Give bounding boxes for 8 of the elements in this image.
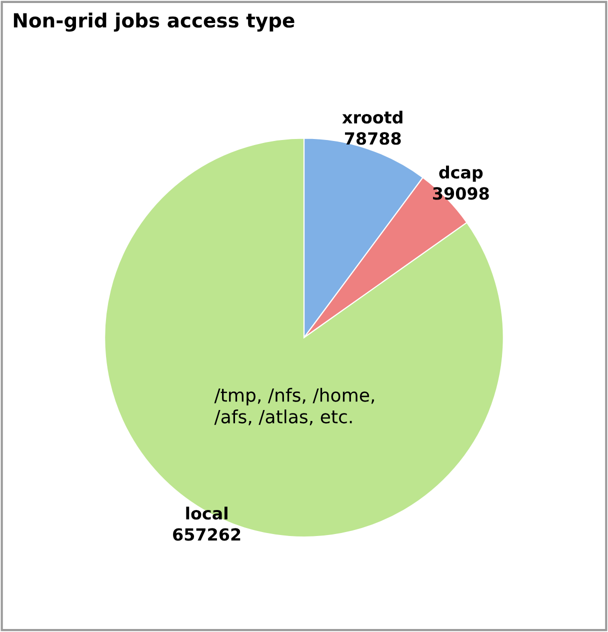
data-label: 78788 (344, 132, 401, 145)
data-label: 657262 (173, 528, 240, 541)
slice-label: xrootd (342, 110, 402, 124)
slice-label: dcap (439, 166, 483, 182)
data-label: 39098 (433, 187, 489, 200)
slice-label: local (186, 506, 228, 520)
chart-title: Non-grid jobs access type (14, 12, 294, 32)
text: /tmp, /nfs, /home, /afs, /atlas, etc. (214, 388, 374, 426)
